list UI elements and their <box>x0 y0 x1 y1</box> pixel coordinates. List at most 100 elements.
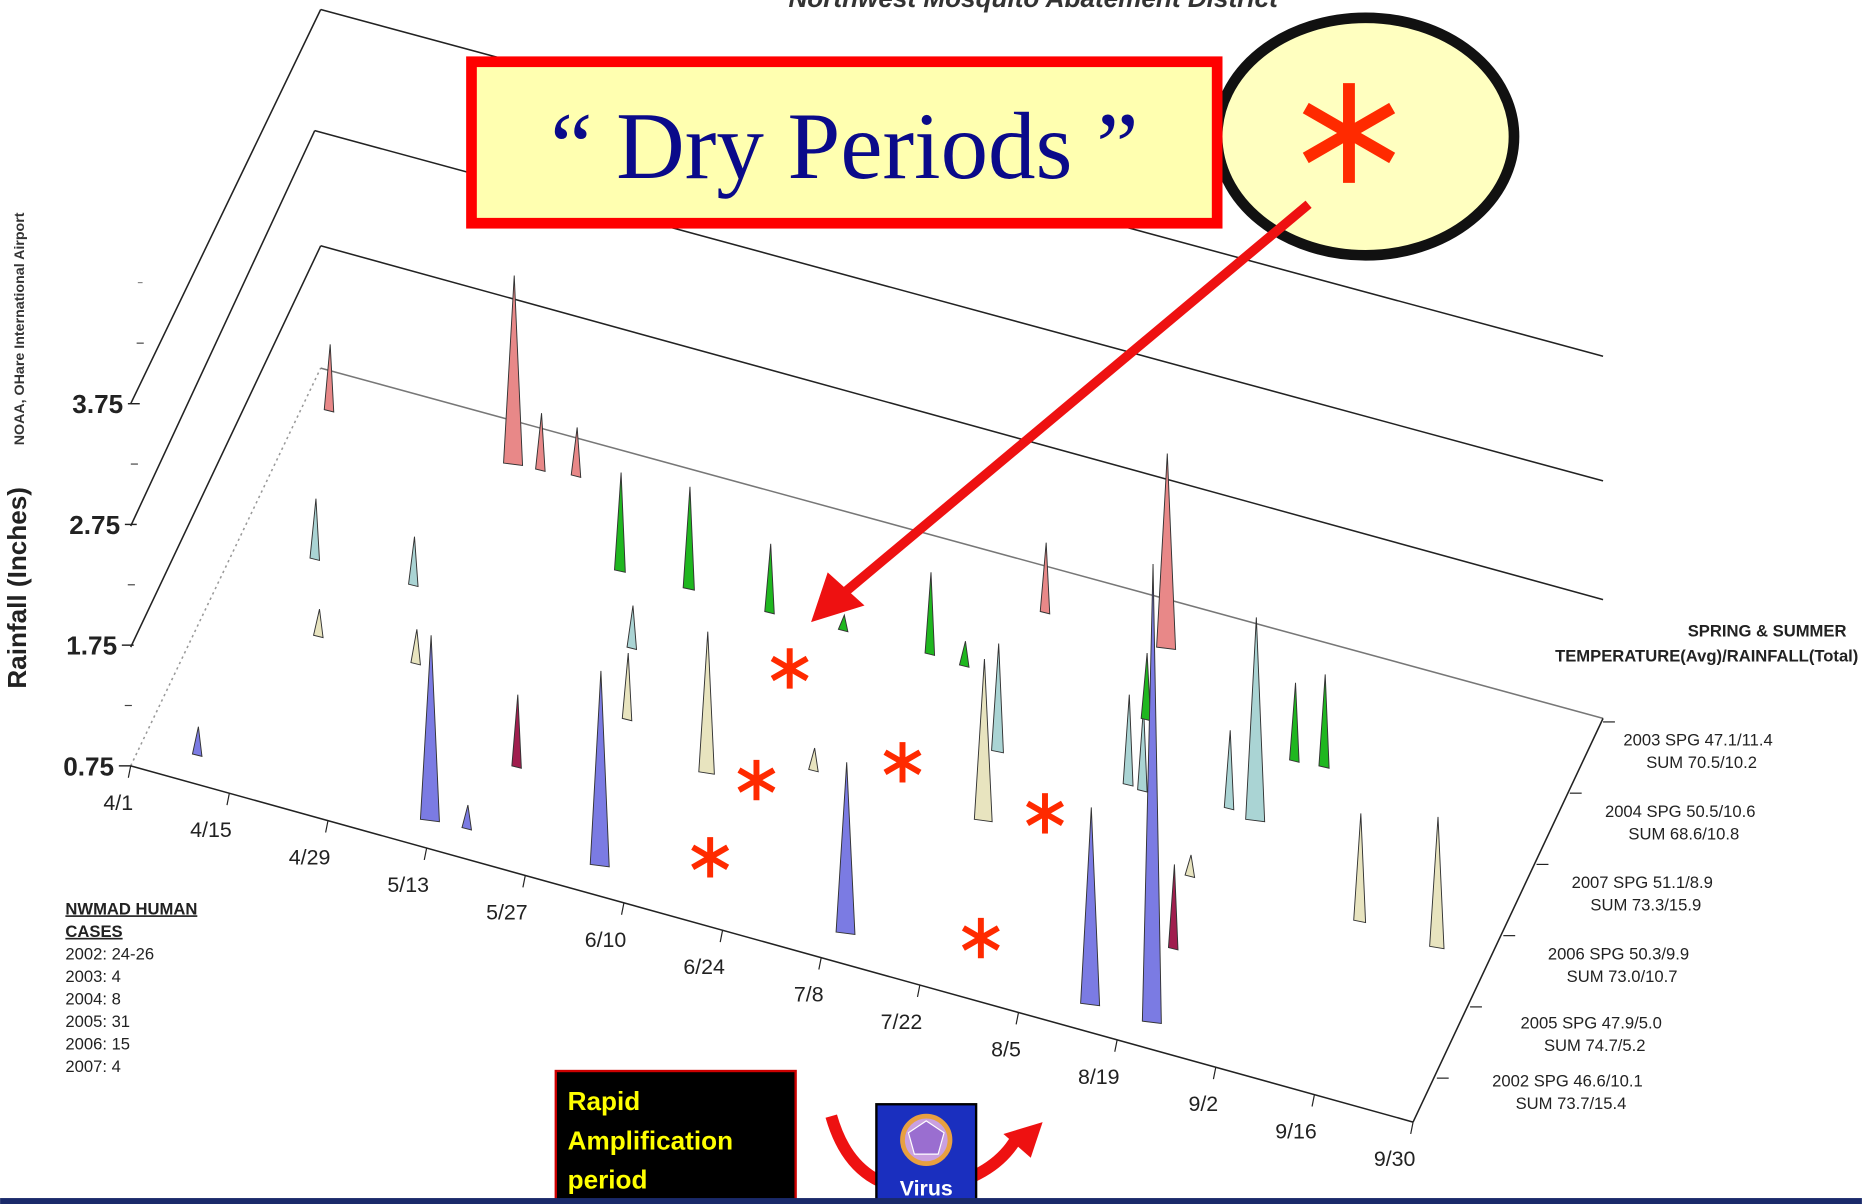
x-tick-label: 4/29 <box>289 846 331 870</box>
x-tick <box>916 984 921 998</box>
dry-period-markers <box>691 83 1396 959</box>
spike <box>309 498 321 562</box>
amplification-text: Rapid Amplification period <box>568 1086 741 1194</box>
virus-core <box>907 1120 945 1155</box>
x-tick <box>226 793 230 806</box>
labels: 0.75 1.75 2.75 3.75 4/1 4/15 4/29 5/13 5/27 6/10 6… <box>63 282 1858 1171</box>
spike <box>1141 563 1162 1025</box>
amplification-box <box>554 1069 797 1203</box>
spike <box>1223 730 1235 811</box>
spike <box>1137 706 1148 793</box>
spike <box>1318 674 1330 769</box>
spike <box>808 747 819 773</box>
cases-title: NWMAD HUMAN <box>65 899 197 918</box>
spike <box>589 670 610 868</box>
spike <box>1167 864 1179 951</box>
y-tick-label: 0.75 <box>63 751 114 781</box>
x-tick-label: 6/10 <box>585 928 627 952</box>
cases-title: CASES <box>65 922 122 941</box>
x-tick <box>1015 1012 1020 1025</box>
asterisk-stroke <box>691 844 730 870</box>
spike <box>419 635 440 823</box>
legend-entry: 2007 SPG 51.1/8.9 <box>1572 873 1713 892</box>
spike <box>503 275 524 466</box>
x-tick-label: 9/16 <box>1275 1120 1317 1144</box>
y-axis-note: NOAA, OHare International Airport <box>12 212 28 445</box>
cases-line: 2005: 31 <box>65 1012 130 1031</box>
x-tick-label: 5/13 <box>387 873 429 897</box>
asterisk-stroke <box>1026 800 1064 827</box>
x-tick <box>1114 1039 1118 1052</box>
x-tick <box>325 820 329 833</box>
spike <box>837 613 849 633</box>
callout-arrow <box>840 200 1312 598</box>
cases-line: 2003: 4 <box>65 967 120 986</box>
y-axis-label: Rainfall (Inches) <box>2 487 32 689</box>
x-tick <box>818 957 822 970</box>
footer-bar <box>0 1198 1862 1204</box>
legend-entry: SUM 73.0/10.7 <box>1567 967 1678 986</box>
spike <box>1039 542 1051 615</box>
x-tick <box>423 847 428 861</box>
x-tick <box>620 902 625 915</box>
spike <box>1122 694 1134 787</box>
asterisk-stroke <box>883 749 922 775</box>
spike <box>323 344 335 413</box>
spike <box>1429 816 1445 950</box>
asterisk-stroke <box>737 767 776 793</box>
x-tick-label: 7/22 <box>881 1010 923 1034</box>
spike <box>924 572 936 657</box>
spike <box>570 427 582 478</box>
x-tick <box>522 875 526 888</box>
spike <box>1289 682 1300 763</box>
spike <box>958 641 970 668</box>
x-tick-label: 9/30 <box>1374 1147 1416 1171</box>
cases-line: 2007: 4 <box>65 1057 120 1076</box>
legend-entry: SUM 70.5/10.2 <box>1646 753 1757 772</box>
legend-entry: 2002 SPG 46.6/10.1 <box>1492 1071 1643 1090</box>
cases-line: 2006: 15 <box>65 1035 130 1054</box>
callout-text: “ Dry Periods ” <box>550 93 1138 199</box>
legend-entry: 2003 SPG 47.1/11.4 <box>1623 731 1772 750</box>
legend-title: TEMPERATURE(Avg)/RAINFALL(Total) <box>1555 646 1858 665</box>
spike <box>613 472 626 573</box>
spike <box>626 605 638 651</box>
cycle-arrow-head <box>1003 1122 1043 1158</box>
x-tick-label: 4/15 <box>190 818 232 842</box>
asterisk-stroke <box>961 925 1000 951</box>
chart-title: Northwest Mosquito Abatement District <box>788 0 1279 13</box>
spike <box>682 486 695 591</box>
spike <box>764 543 775 615</box>
x-tick-label: 8/5 <box>991 1037 1021 1061</box>
legend-entry: 2004 SPG 50.5/10.6 <box>1605 802 1756 821</box>
x-tick-label: 4/1 <box>103 791 133 815</box>
spike <box>973 658 993 823</box>
y-tick-label: 2.75 <box>69 510 120 540</box>
spike <box>835 762 856 936</box>
y-tick-label: 1.75 <box>66 631 117 661</box>
spike <box>1140 653 1152 722</box>
spike <box>535 413 546 473</box>
legend-entry: 2005 SPG 47.9/5.0 <box>1521 1013 1662 1032</box>
callout-box <box>466 56 1223 229</box>
spike <box>191 726 203 757</box>
x-tick-label: 8/19 <box>1078 1065 1120 1089</box>
x-tick <box>719 930 724 943</box>
spike <box>698 631 715 775</box>
legend-entry: SUM 74.7/5.2 <box>1544 1036 1646 1055</box>
x-tick-label: 9/2 <box>1188 1092 1218 1116</box>
spike <box>621 653 633 722</box>
x-tick <box>127 765 132 778</box>
x-tick-label: 6/24 <box>683 955 725 979</box>
spike <box>1245 617 1266 823</box>
x-tick <box>1410 1121 1414 1135</box>
spike <box>408 536 419 588</box>
asterisk-stroke <box>1302 102 1396 164</box>
virus-label: Virus <box>900 1177 953 1201</box>
spike <box>1080 807 1101 1007</box>
legend-entry: SUM 73.7/15.4 <box>1516 1094 1627 1113</box>
spike <box>312 609 324 639</box>
spike <box>461 804 473 831</box>
spike <box>991 643 1004 754</box>
